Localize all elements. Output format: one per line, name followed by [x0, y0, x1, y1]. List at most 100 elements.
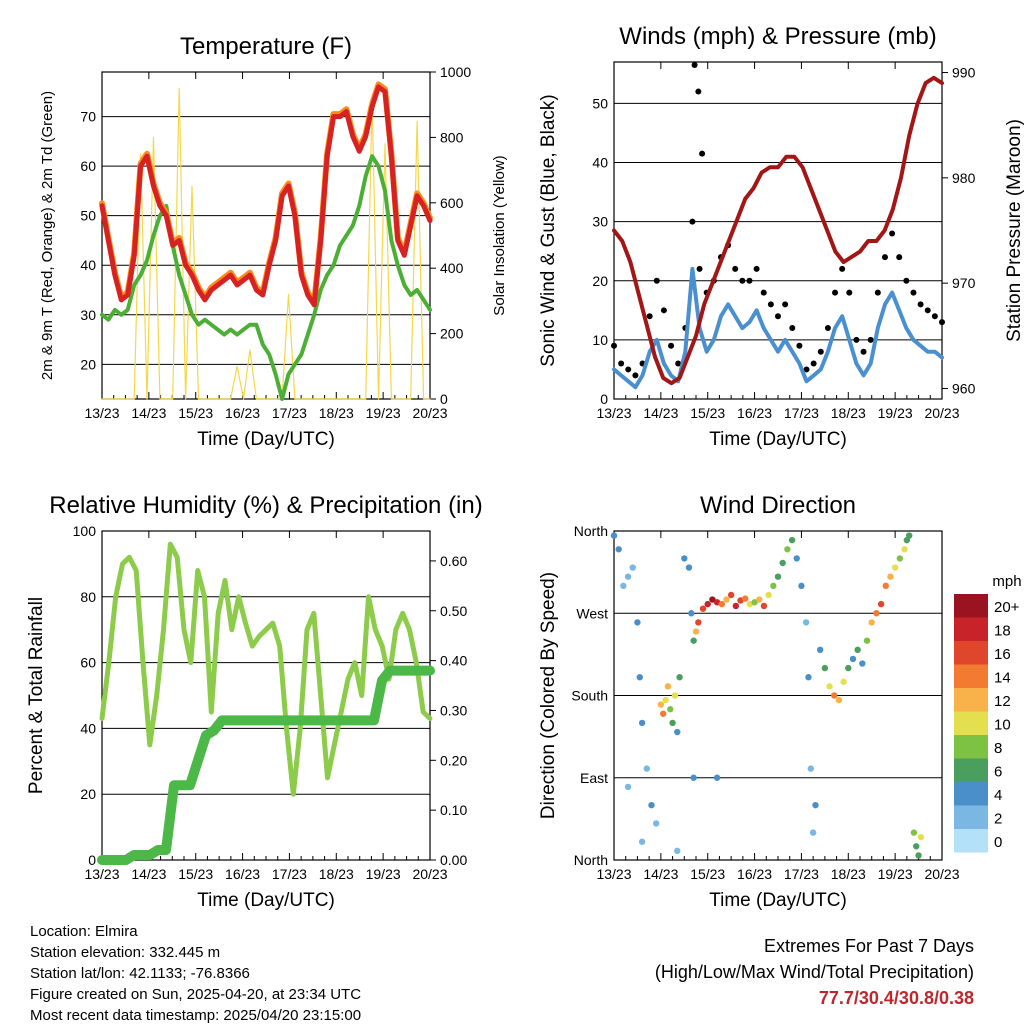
legend-swatch: [954, 711, 988, 735]
direction-point: [648, 801, 655, 809]
gust-point: [803, 366, 810, 373]
gust-point: [760, 289, 767, 296]
y-tick-label: 70: [80, 109, 96, 125]
gust-point: [810, 360, 817, 367]
direction-point: [624, 573, 632, 580]
direction-point: [770, 582, 777, 590]
y-right-tick-label: 0.10: [440, 802, 467, 818]
station-elevation: Station elevation: 332.445 m: [30, 944, 221, 961]
x-tick-label: 20/23: [924, 866, 959, 882]
chart-title: Temperature (F): [180, 33, 352, 60]
x-tick-label: 16/23: [225, 866, 260, 882]
direction-point: [692, 628, 700, 635]
x-tick-label: 14/23: [131, 866, 166, 882]
series-sonic-wind: [612, 266, 944, 390]
chart-title: Wind Direction: [700, 492, 856, 519]
gust-point: [853, 336, 860, 343]
direction-point: [629, 564, 636, 571]
gust-point: [746, 277, 753, 284]
y-right-tick-label: 0.30: [440, 702, 467, 718]
gust-point: [732, 265, 739, 272]
x-tick-label: 18/23: [319, 405, 354, 421]
y-right-tick-label: 0.40: [440, 653, 467, 669]
legend-label: 2: [994, 810, 1002, 827]
x-tick-label: 17/23: [784, 405, 819, 421]
station-location: Location: Elmira: [30, 923, 138, 940]
y-tick-label: 60: [80, 158, 96, 174]
y-right-tick-label: 980: [952, 170, 976, 186]
legend-label: 0: [994, 834, 1002, 851]
x-axis-label: Time (Day/UTC): [197, 890, 335, 911]
y-right-tick-label: 960: [952, 380, 976, 396]
gust-point: [789, 325, 796, 332]
direction-point: [681, 555, 688, 562]
direction-point: [620, 582, 627, 590]
gust-point: [903, 277, 910, 284]
direction-point: [638, 719, 646, 727]
x-tick-label: 14/23: [643, 405, 678, 421]
gust-point: [696, 265, 703, 272]
y-right-tick-label: 600: [440, 195, 464, 211]
legend-label: 12: [994, 693, 1011, 710]
direction-point: [849, 655, 857, 663]
plot-frame: [101, 530, 431, 861]
direction-point: [727, 591, 735, 599]
x-tick-label: 15/23: [178, 866, 213, 882]
legend-label: 4: [994, 787, 1002, 804]
direction-point: [624, 783, 632, 791]
direction-point: [793, 555, 800, 562]
station-info: Location: Elmira Station elevation: 332.…: [30, 921, 361, 1026]
y-axis-label: Direction (Colored By Speed): [538, 572, 559, 819]
y-tick-label: 10: [592, 332, 608, 348]
legend-swatch: [954, 735, 988, 759]
y-tick-label: 20: [592, 273, 608, 289]
direction-point: [906, 532, 913, 539]
y-tick-label: East: [580, 770, 608, 786]
gust-point: [695, 88, 702, 95]
gust-point: [817, 348, 824, 355]
y-right-tick-label: 0.00: [440, 852, 467, 868]
y-tick-label: 30: [592, 214, 608, 230]
y-right-tick-label: 200: [440, 326, 464, 342]
x-tick-label: 15/23: [178, 405, 213, 421]
extremes-box: Extremes For Past 7 Days (High/Low/Max W…: [655, 933, 974, 1011]
gust-point: [668, 342, 675, 349]
y-right-tick-label: 0: [440, 391, 448, 407]
direction-point: [910, 829, 918, 836]
direction-point: [742, 595, 749, 602]
x-tick-label: 17/23: [784, 866, 819, 882]
y-tick-label: West: [576, 605, 608, 621]
station-latlon: Station lat/lon: 42.1133; -76.8366: [30, 965, 250, 982]
y-right-axis-label: Station Pressure (Maroon): [1004, 119, 1024, 342]
gust-point: [881, 254, 888, 261]
direction-point: [674, 728, 681, 736]
y-tick-label: 80: [80, 589, 96, 605]
direction-point: [873, 610, 880, 617]
x-tick-label: 13/23: [84, 405, 119, 421]
gust-point: [618, 360, 625, 367]
y-tick-label: North: [574, 852, 608, 868]
direction-point: [751, 599, 758, 606]
direction-point: [664, 683, 672, 690]
direction-point: [859, 660, 866, 667]
y-right-tick-label: 800: [440, 129, 464, 145]
gust-point: [611, 342, 617, 349]
direction-point: [826, 683, 833, 690]
x-tick-label: 14/23: [131, 405, 166, 421]
direction-point: [812, 801, 819, 809]
direction-point: [765, 591, 772, 599]
series-dewpoint-2m: [100, 154, 432, 401]
series-solar-insolation: [101, 87, 431, 400]
gust-point: [675, 360, 682, 367]
x-tick-label: 18/23: [319, 866, 354, 882]
series-station-pressure: [612, 75, 944, 386]
gust-point: [753, 265, 760, 272]
direction-point: [915, 852, 922, 859]
gust-point: [889, 230, 896, 237]
gust-point: [896, 254, 903, 261]
direction-point: [835, 696, 843, 704]
legend-label: 18: [994, 622, 1011, 639]
x-tick-label: 13/23: [596, 405, 631, 421]
direction-point: [784, 546, 791, 553]
direction-point: [917, 833, 925, 841]
